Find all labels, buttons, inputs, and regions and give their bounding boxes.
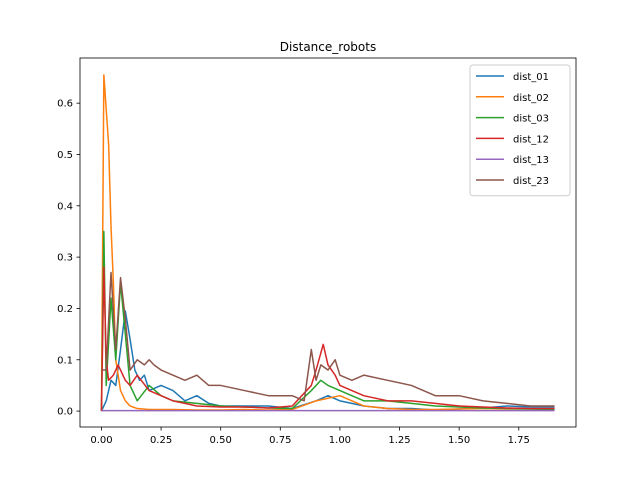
legend-label-dist_02: dist_02 [513,93,549,104]
axes: 0.00 0.25 0.50 0.75 1.00 1.25 1.50 1.75 0.0 0.1 0.… [57,57,577,446]
y-tick-label: 0.6 [57,99,73,110]
legend: dist_01 dist_02 dist_03 dist_12 dist_13 dist_… [469,64,571,197]
chart-title: Distance_robots [280,40,376,54]
series-line-dist_23 [101,271,555,407]
x-tick-label: 1.25 [388,435,410,446]
legend-label-dist_23: dist_23 [513,176,549,187]
series-layer [100,74,555,412]
x-tick-label: 0.00 [90,435,112,446]
legend-label-dist_12: dist_12 [513,134,549,145]
x-tick-label: 0.75 [269,435,291,446]
plot-frame [79,57,577,428]
y-tick-label: 0.1 [57,355,73,366]
x-tick-label: 1.00 [329,435,351,446]
legend-label-dist_01: dist_01 [513,72,549,83]
x-tick-label: 0.25 [150,435,172,446]
x-tick-label: 1.75 [508,435,530,446]
y-tick-label: 0.2 [57,304,73,315]
series-line-dist_03 [100,230,555,412]
series-line-dist_01 [100,310,555,412]
legend-label-dist_03: dist_03 [513,114,549,125]
x-tick-label: 0.50 [210,435,232,446]
y-tick-label: 0.0 [57,407,73,418]
legend-label-dist_13: dist_13 [513,155,549,166]
legend-box [469,64,571,197]
series-line-dist_12 [100,266,555,412]
y-tick-label: 0.5 [57,150,73,161]
y-tick-label: 0.4 [57,201,73,212]
y-tick-label: 0.3 [57,253,73,264]
x-tick-label: 1.50 [448,435,470,446]
